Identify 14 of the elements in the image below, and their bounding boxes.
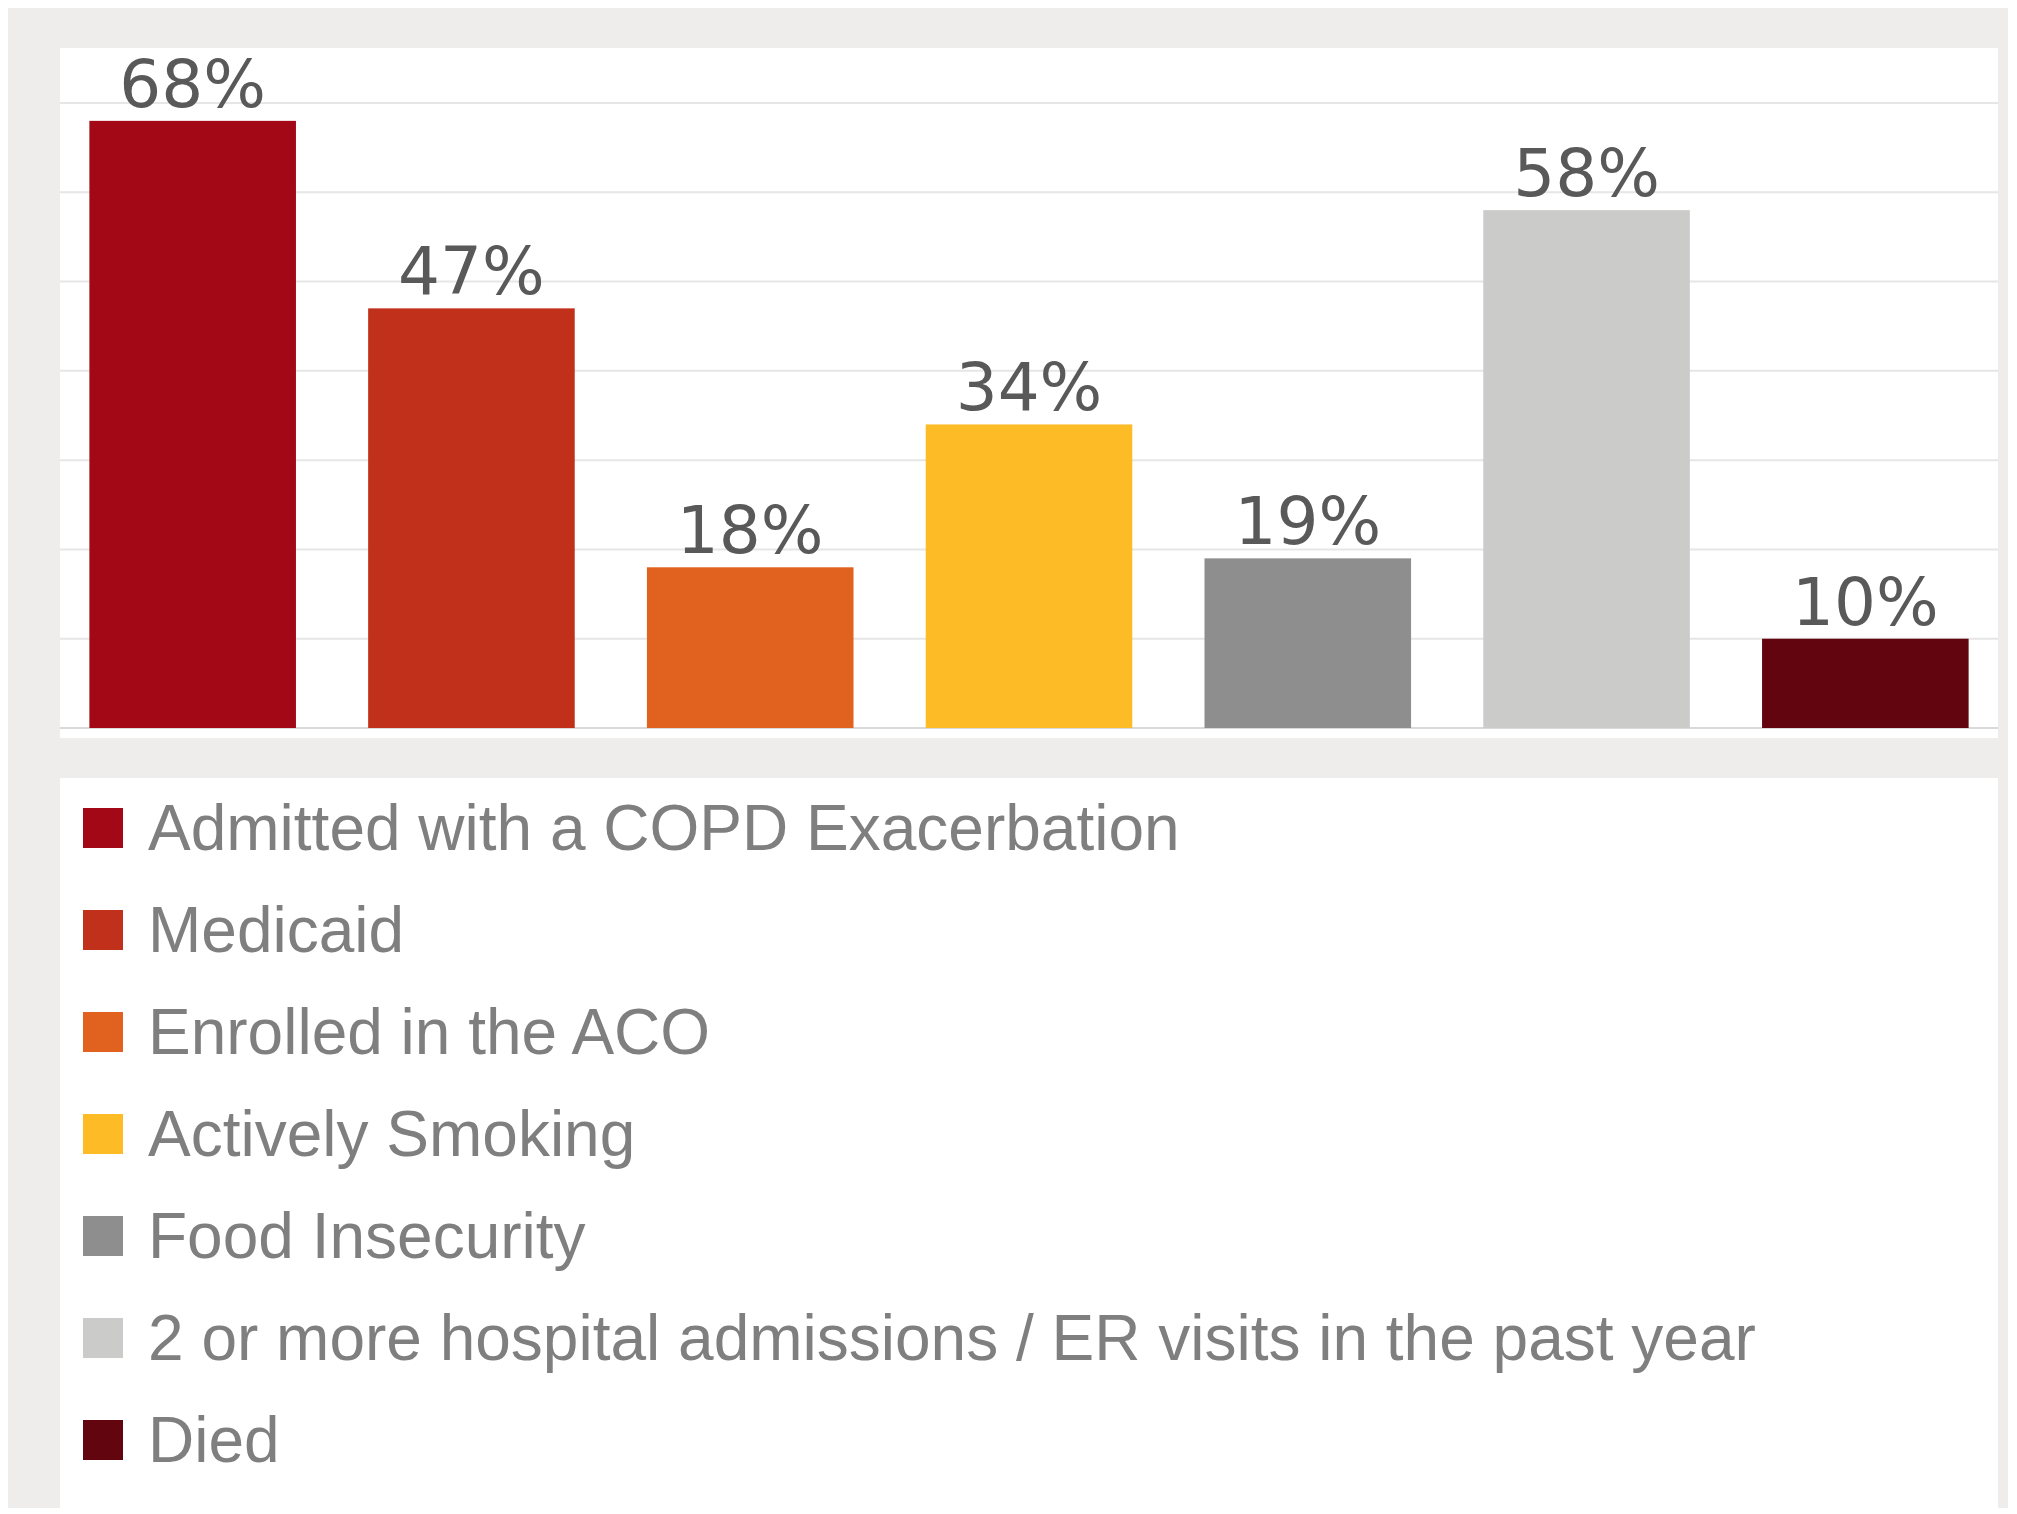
legend-label: Medicaid (148, 894, 405, 966)
data-label: 34% (955, 349, 1103, 427)
data-label: 19% (1234, 483, 1382, 561)
legend-label: Actively Smoking (148, 1098, 636, 1170)
data-label: 47% (398, 233, 545, 311)
data-label: 10% (1791, 563, 1939, 641)
legend-label: Died (148, 1404, 280, 1476)
legend-label: Food Insecurity (148, 1200, 586, 1272)
data-label: 58% (1513, 135, 1660, 213)
data-label: 18% (676, 492, 824, 570)
legend-label: Enrolled in the ACO (148, 996, 711, 1068)
legend-label: Admitted with a COPD Exacerbation (148, 792, 1180, 864)
data-label: 68% (119, 45, 267, 123)
legend-label: 2 or more hospital admissions / ER visits in the past year (148, 1302, 1756, 1374)
